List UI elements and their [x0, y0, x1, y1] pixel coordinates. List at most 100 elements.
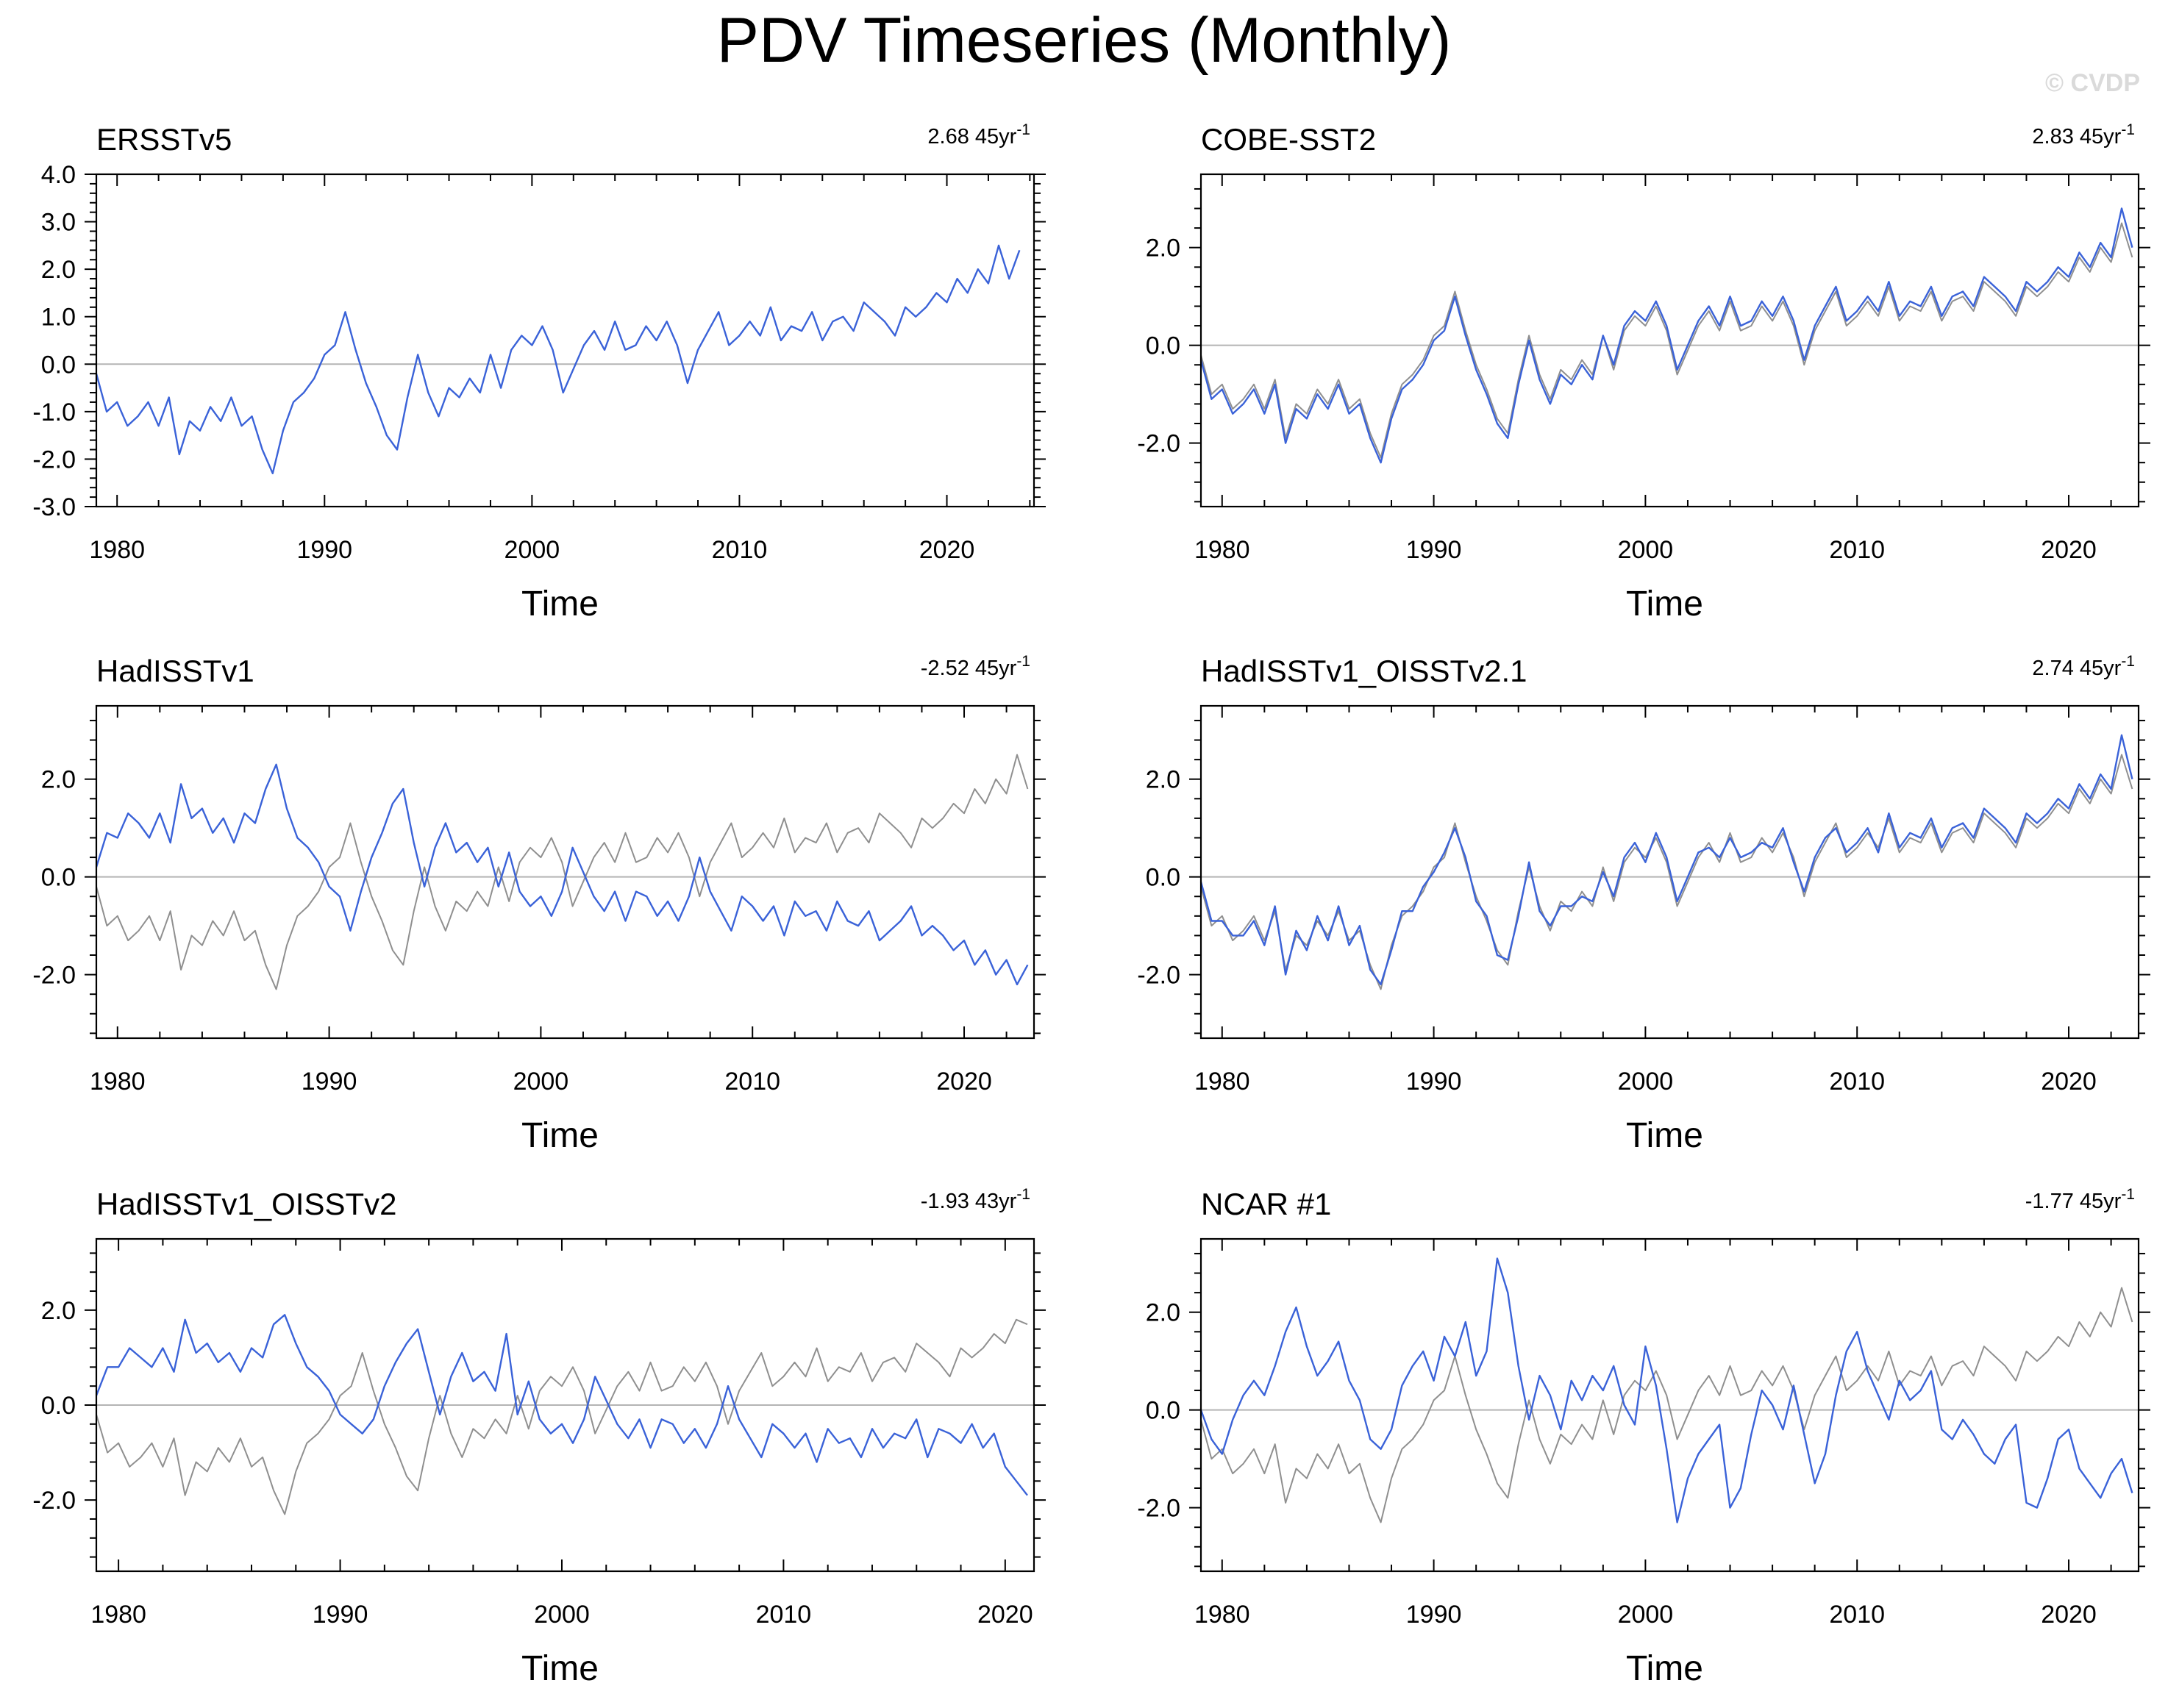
- x-tick-label: 1990: [313, 1601, 368, 1629]
- y-tick-label: -2.0: [32, 446, 76, 474]
- panel-title: ERSSTv5: [96, 122, 232, 157]
- x-axis-label: Time: [521, 1116, 599, 1155]
- trend-exponent: -1: [1016, 653, 1030, 670]
- x-tick-label: 2010: [724, 1068, 780, 1096]
- y-tick-label: -2.0: [1137, 430, 1180, 458]
- trend-annotation: 2.74 45yr-1: [2032, 653, 2135, 680]
- plot-frame: [95, 704, 1035, 1040]
- plot-frame: [95, 173, 1035, 508]
- trend-annotation: -2.52 45yr-1: [921, 653, 1030, 680]
- series-line-cobe-sst2: [1199, 207, 2133, 464]
- trend-exponent: -1: [2121, 121, 2135, 138]
- series-line-hadisstv1: [95, 763, 1029, 986]
- trend-value: -1.93 43yr: [921, 1190, 1017, 1213]
- series-line-ersstv5: [96, 1318, 1028, 1515]
- watermark-text: © CVDP: [2045, 69, 2140, 97]
- x-tick-label: 2020: [936, 1068, 992, 1096]
- figure-title: PDV Timeseries (Monthly): [716, 5, 1452, 76]
- panel-4: 1980 1990 2000 2010 2020 -2.0 0.0 2.0 Time HadISS…: [1137, 653, 2150, 1155]
- x-tick-label: 1990: [1406, 1068, 1462, 1096]
- series-line-ncar-1: [1199, 1257, 2133, 1523]
- series-line-ersstv5: [1200, 1287, 2133, 1523]
- x-tick-label: 2020: [919, 536, 975, 564]
- y-tick-label: 2.0: [1146, 1299, 1180, 1327]
- y-tick-label: -2.0: [1137, 962, 1180, 990]
- x-tick-label: 1980: [90, 1601, 146, 1629]
- x-tick-label: 1990: [302, 1068, 357, 1096]
- y-tick-label: -2.0: [32, 1487, 76, 1515]
- trend-value: -1.77 45yr: [2025, 1190, 2122, 1213]
- x-tick-label: 2020: [977, 1601, 1033, 1629]
- series-line-hadisstv1-oisstv2: [95, 1314, 1028, 1496]
- trend-exponent: -1: [2121, 1186, 2135, 1203]
- x-tick-label: 1980: [89, 536, 145, 564]
- y-tick-label: 0.0: [41, 351, 76, 379]
- x-tick-label: 2020: [2041, 1601, 2097, 1629]
- y-tick-label: 2.0: [41, 256, 76, 284]
- x-tick-label: 2000: [504, 536, 560, 564]
- series-line-ersstv5: [95, 244, 1021, 474]
- panel-title: HadISSTv1: [96, 654, 254, 688]
- y-tick-label: 0.0: [41, 1392, 76, 1420]
- y-tick-label: -2.0: [32, 962, 76, 990]
- panel-title: COBE-SST2: [1201, 122, 1376, 157]
- series-line-ersstv5: [1200, 754, 2133, 990]
- trend-value: 2.74 45yr: [2032, 657, 2121, 680]
- y-tick-label: -2.0: [1137, 1495, 1180, 1523]
- y-tick-label: 0.0: [1146, 332, 1180, 360]
- x-tick-label: 1990: [1406, 536, 1462, 564]
- y-tick-label: 1.0: [41, 304, 76, 332]
- panel-1: 1980 1990 2000 2010 2020 -3.0 -2.0 -1.0 0.0 1.0 2.…: [32, 121, 1046, 623]
- x-tick-label: 1980: [90, 1068, 146, 1096]
- y-tick-label: 2.0: [41, 766, 76, 794]
- panel-5: 1980 1990 2000 2010 2020 -2.0 0.0 2.0 Time HadISS…: [32, 1186, 1046, 1688]
- panel-title: NCAR #1: [1201, 1187, 1331, 1221]
- y-tick-label: 2.0: [1146, 235, 1180, 262]
- panel-3: 1980 1990 2000 2010 2020 -2.0 0.0 2.0 Time HadISS…: [32, 653, 1046, 1155]
- x-tick-label: 2010: [756, 1601, 812, 1629]
- x-tick-label: 2000: [513, 1068, 569, 1096]
- trend-annotation: 2.83 45yr-1: [2032, 121, 2135, 149]
- panel-6: 1980 1990 2000 2010 2020 -2.0 0.0 2.0 Time NCAR #…: [1137, 1186, 2150, 1688]
- trend-annotation: -1.93 43yr-1: [921, 1186, 1030, 1213]
- x-tick-label: 2000: [534, 1601, 590, 1629]
- plot-frame: [1199, 704, 2140, 1040]
- x-axis-label: Time: [521, 585, 599, 623]
- trend-exponent: -1: [1016, 121, 1030, 138]
- x-tick-label: 2000: [1618, 1601, 1674, 1629]
- trend-annotation: -1.77 45yr-1: [2025, 1186, 2135, 1213]
- trend-exponent: -1: [2121, 653, 2135, 670]
- x-tick-label: 2020: [2041, 536, 2097, 564]
- panel-title: HadISSTv1_OISSTv2.1: [1201, 654, 1527, 688]
- y-tick-label: 0.0: [1146, 864, 1180, 892]
- series-line-hadisstv1-oisstv2-1: [1199, 734, 2133, 986]
- x-tick-label: 2010: [1829, 536, 1885, 564]
- x-tick-label: 2000: [1618, 1068, 1674, 1096]
- x-tick-label: 1980: [1194, 536, 1250, 564]
- y-tick-label: 2.0: [41, 1297, 76, 1325]
- x-tick-label: 2020: [2041, 1068, 2097, 1096]
- x-tick-label: 1980: [1194, 1601, 1250, 1629]
- x-axis-label: Time: [1626, 1649, 1703, 1688]
- x-tick-label: 1990: [296, 536, 352, 564]
- panel-title: HadISSTv1_OISSTv2: [96, 1187, 397, 1221]
- series-line-ersstv5: [96, 754, 1029, 990]
- trend-value: -2.52 45yr: [921, 657, 1017, 680]
- y-tick-label: -3.0: [32, 493, 76, 521]
- y-tick-label: 4.0: [41, 161, 76, 189]
- trend-value: 2.83 45yr: [2032, 125, 2121, 149]
- y-tick-label: 0.0: [1146, 1397, 1180, 1425]
- x-axis-label: Time: [1626, 1116, 1703, 1155]
- y-tick-label: -1.0: [32, 399, 76, 426]
- y-tick-label: 2.0: [1146, 766, 1180, 794]
- x-tick-label: 1980: [1194, 1068, 1250, 1096]
- x-tick-label: 2000: [1618, 536, 1674, 564]
- x-tick-label: 2010: [712, 536, 768, 564]
- trend-exponent: -1: [1016, 1186, 1030, 1203]
- trend-value: 2.68 45yr: [927, 125, 1016, 149]
- plot-frame: [1199, 173, 2140, 508]
- y-tick-label: 3.0: [41, 209, 76, 237]
- y-tick-label: 0.0: [41, 864, 76, 892]
- x-axis-label: Time: [1626, 585, 1703, 623]
